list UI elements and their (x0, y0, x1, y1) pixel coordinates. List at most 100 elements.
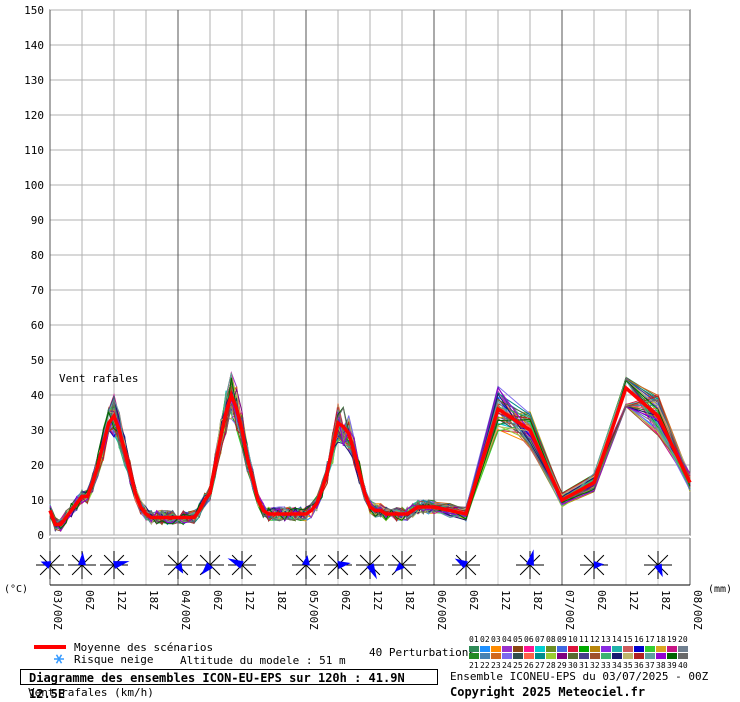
perturbation-swatch (469, 653, 479, 659)
perturbation-swatch (579, 653, 589, 659)
perturbation-number: 29 (557, 661, 567, 670)
perturbation-number: 38 (656, 661, 666, 670)
perturbation-number: 27 (535, 661, 545, 670)
x-tick-label: 18Z (147, 590, 160, 610)
x-tick-label: 06Z (211, 590, 224, 610)
right-unit-label: (mm) (708, 584, 732, 595)
perturbation-number: 28 (546, 661, 556, 670)
perturbation-swatch (546, 653, 556, 659)
perturbation-number: 15 (623, 635, 633, 644)
perturbation-swatch (480, 653, 490, 659)
perturbation-line (49, 372, 691, 525)
wind-rose-icon (196, 551, 224, 579)
perturbation-swatches: 01 02 03 04 05 06 07 08 09 10 11 12 13 14 15 16 17 18 19 20… (469, 635, 688, 670)
left-unit-label: (°C) (4, 584, 28, 595)
x-tick-label: 12Z (243, 590, 256, 610)
perturbation-number: 23 (491, 661, 501, 670)
perturbation-swatch (480, 646, 490, 652)
mean-legend-label: Moyenne des scénarios (74, 641, 213, 654)
perturbation-number: 32 (590, 661, 600, 670)
perturbation-number: 04 (502, 635, 512, 644)
grid (49, 9, 691, 585)
wind-rose-icon (516, 549, 544, 579)
wind-rose-icon (227, 551, 256, 579)
annotation-label: Vent rafales (59, 372, 138, 385)
perturbation-swatch (557, 646, 567, 652)
perturbation-number: 01 (469, 635, 479, 644)
y-tick-label: 20 (31, 459, 44, 472)
x-tick-label: 18Z (531, 590, 544, 610)
perturbation-swatch (656, 653, 666, 659)
y-tick-label: 80 (31, 249, 44, 262)
y-tick-label: 140 (24, 39, 44, 52)
perturbation-swatch (557, 653, 567, 659)
y-axis-ticks: 0 10 20 30 40 50 60 70 80 90 100 110 120 130 140 150 (24, 4, 44, 542)
perturbation-number: 10 (568, 635, 578, 644)
perturbation-number: 03 (491, 635, 501, 644)
perturbation-number: 11 (579, 635, 589, 644)
y-tick-label: 30 (31, 424, 44, 437)
x-tick-label: 07/00Z (563, 590, 576, 630)
x-axis-labels: 03/00Z 06Z 12Z 18Z 04/00Z 06Z 12Z 18Z 05/00Z 06Z 1… (51, 590, 704, 630)
perturbation-swatch (590, 646, 600, 652)
snowflake-icon (54, 654, 64, 664)
perturbation-number: 39 (667, 661, 677, 670)
perturbation-number: 12 (590, 635, 600, 644)
perturbation-number: 36 (634, 661, 644, 670)
y-tick-label: 90 (31, 214, 44, 227)
perturbation-swatch (535, 646, 545, 652)
wind-rose-icon (388, 551, 416, 579)
x-tick-label: 12Z (499, 590, 512, 610)
chart-subtitle: Vent rafales (km/h) (28, 686, 154, 699)
x-tick-label: 12Z (371, 590, 384, 610)
perturbation-swatch (645, 646, 655, 652)
x-tick-label: 18Z (659, 590, 672, 610)
perturbation-number: 19 (667, 635, 677, 644)
y-tick-label: 50 (31, 354, 44, 367)
y-tick-label: 70 (31, 284, 44, 297)
wind-rose-icon (580, 551, 608, 579)
perturbation-swatch (656, 646, 666, 652)
y-tick-label: 110 (24, 144, 44, 157)
perturbation-number: 14 (612, 635, 622, 644)
perturbation-number: 17 (645, 635, 655, 644)
x-tick-label: 06/00Z (435, 590, 448, 630)
perturbation-swatch (634, 653, 644, 659)
perturbation-swatch (535, 653, 545, 659)
perturbation-swatch (678, 646, 688, 652)
chart-title: Diagramme des ensembles ICON-EU-EPS sur … (20, 669, 438, 701)
perturbation-line (49, 399, 691, 528)
perturbation-number: 06 (524, 635, 534, 644)
perturbation-number: 21 (469, 661, 479, 670)
perturbation-number: 25 (513, 661, 523, 670)
perturbation-number: 30 (568, 661, 578, 670)
y-tick-label: 120 (24, 109, 44, 122)
perturbation-number: 05 (513, 635, 523, 644)
perturbation-swatch (579, 646, 589, 652)
x-tick-label: 12Z (115, 590, 128, 610)
perturbation-swatch (601, 646, 611, 652)
x-tick-label: 03/00Z (51, 590, 64, 630)
perturbation-swatch (667, 646, 677, 652)
perturbation-number: 18 (656, 635, 666, 644)
wind-rose-icon (356, 551, 384, 580)
perturbation-swatch (590, 653, 600, 659)
wind-rose-icon (100, 551, 130, 579)
perturbation-number: 16 (634, 635, 644, 644)
perturbation-swatch (469, 646, 479, 652)
wind-rose-icon (164, 551, 192, 579)
perturbation-swatch (612, 653, 622, 659)
wind-rose-icon (36, 551, 64, 579)
perturbations-label: 40 Perturbations (369, 646, 475, 659)
perturbation-number: 34 (612, 661, 622, 670)
wind-rose-icon (452, 551, 480, 579)
perturbation-number: 22 (480, 661, 490, 670)
perturbation-swatch (612, 646, 622, 652)
x-tick-label: 05/00Z (307, 590, 320, 630)
x-tick-label: 06Z (467, 590, 480, 610)
wind-rose-icon (324, 551, 352, 579)
perturbation-number: 08 (546, 635, 556, 644)
wind-roses (36, 549, 672, 580)
y-tick-label: 0 (37, 529, 44, 542)
perturbation-swatch (502, 653, 512, 659)
